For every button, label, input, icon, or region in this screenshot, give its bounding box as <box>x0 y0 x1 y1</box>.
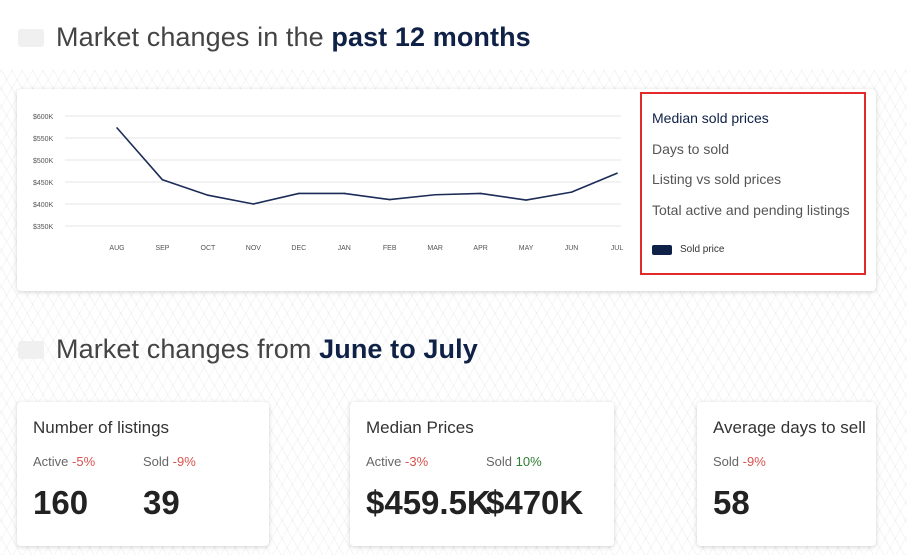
chart-card: $350K $400K $450K $500K $550K $600K AUG SEP OCT N… <box>17 89 876 291</box>
y-tick-label: $600K <box>33 114 54 121</box>
data-point <box>525 199 527 201</box>
sold-change: Sold -9% <box>713 454 766 469</box>
x-tick-label: JAN <box>338 245 351 252</box>
change-value: 10% <box>515 454 542 469</box>
line-chart: $350K $400K $450K $500K $550K $600K AUG SEP OCT N… <box>33 114 624 252</box>
active-change: Active -5% <box>33 454 95 469</box>
metric-label: Sold <box>713 454 740 469</box>
card-title: Average days to sell <box>713 418 866 437</box>
x-tick-label: FEB <box>383 245 397 252</box>
x-tick-label: SEP <box>155 245 169 252</box>
data-point <box>252 203 255 205</box>
x-tick-label: NOV <box>246 245 262 252</box>
change-value: -9% <box>172 454 196 469</box>
section-title-recent: Market changes from June to July <box>18 334 478 365</box>
x-tick-label: JUN <box>565 245 579 252</box>
listings-card: Number of listings Active -5% Sold -9% 1… <box>17 402 269 546</box>
data-point <box>343 192 346 195</box>
metric-days-to-sold[interactable]: Days to sold <box>652 140 730 157</box>
card-title: Median Prices <box>366 418 474 437</box>
metric-total-listings[interactable]: Total active and pending listings <box>652 201 850 218</box>
section-title-prefix: Market changes from <box>56 334 320 364</box>
data-point <box>434 193 436 196</box>
x-tick-label: APR <box>473 245 487 252</box>
metric-label: Active <box>366 454 402 469</box>
section-title-bold: past 12 months <box>331 22 531 52</box>
metric-label: Active <box>33 454 69 469</box>
x-tick-label: MAY <box>519 245 534 252</box>
y-tick-label: $350K <box>33 224 54 231</box>
data-point <box>388 198 391 201</box>
x-tick-label: AUG <box>109 245 124 252</box>
change-value: -9% <box>742 454 766 469</box>
section-title-past: Market changes in the past 12 months <box>18 22 531 53</box>
series-swatch <box>652 244 672 255</box>
metric-listing-vs-sold[interactable]: Listing vs sold prices <box>652 171 782 187</box>
data-point <box>616 172 618 174</box>
sold-change: Sold 10% <box>486 454 542 469</box>
y-tick-label: $400K <box>33 202 54 209</box>
section-title-prefix: Market changes in the <box>56 22 332 52</box>
section-title-bold: June to July <box>319 334 478 364</box>
metric-label: Sold <box>143 454 170 469</box>
x-tick-label: DEC <box>291 245 306 252</box>
data-point <box>116 127 118 129</box>
sold-change: Sold -9% <box>143 454 196 469</box>
active-change: Active -3% <box>366 454 428 469</box>
median-prices-card: Median Prices Active -3% Sold 10% $459.5… <box>350 402 614 546</box>
active-price-value: $459.5K <box>366 484 491 521</box>
sold-price-value: $470K <box>486 484 584 521</box>
y-tick-label: $450K <box>33 180 54 187</box>
x-tick-label: OCT <box>201 245 217 252</box>
metric-label: Sold <box>486 454 513 469</box>
flag-icon <box>18 28 44 47</box>
metric-selector: Median sold prices Days to sold Listing … <box>640 92 866 275</box>
metric-median-sold-prices[interactable]: Median sold prices <box>652 110 769 126</box>
series-line <box>116 127 618 205</box>
days-to-sell-value: 58 <box>713 484 750 521</box>
data-point <box>570 191 573 193</box>
change-value: -5% <box>72 454 96 469</box>
data-point <box>161 179 164 181</box>
y-tick-label: $550K <box>33 136 54 143</box>
x-tick-label: JUL <box>611 245 624 252</box>
x-tick-label: MAR <box>427 245 443 252</box>
days-to-sell-card: Average days to sell Sold -9% 58 <box>697 402 876 546</box>
flag-icon <box>18 340 44 359</box>
series-legend-label: Sold price <box>680 244 725 255</box>
active-listings-value: 160 <box>33 484 89 521</box>
data-point <box>207 194 209 196</box>
data-point <box>298 192 300 195</box>
sold-listings-value: 39 <box>143 484 180 521</box>
y-tick-label: $500K <box>33 158 54 165</box>
change-value: -3% <box>405 454 429 469</box>
data-point <box>479 192 482 195</box>
card-title: Number of listings <box>33 418 170 437</box>
series-legend: Sold price <box>652 244 724 255</box>
